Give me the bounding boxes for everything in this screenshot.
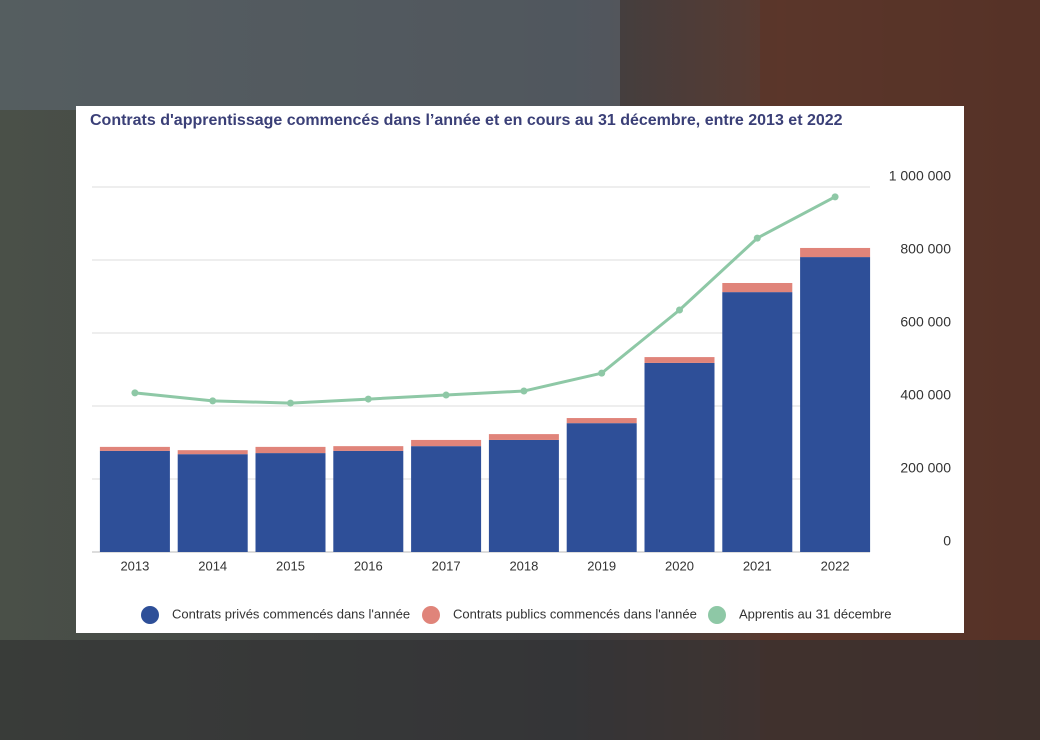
bar-segment — [722, 282, 793, 293]
bar-segment — [488, 439, 559, 552]
bar-segment — [333, 446, 404, 451]
x-tick-label: 2020 — [665, 558, 694, 573]
bar-segment — [644, 362, 715, 552]
y-tick-label: 400 000 — [900, 387, 951, 403]
x-tick-label: 2016 — [354, 558, 383, 573]
legend-swatch — [708, 606, 726, 624]
line-point — [364, 395, 372, 403]
bar-segment — [255, 446, 326, 454]
bar-segment — [800, 247, 871, 258]
line-point — [753, 234, 761, 242]
legend-swatch — [141, 606, 159, 624]
bar-segment — [411, 439, 482, 447]
x-tick-label: 2017 — [432, 558, 461, 573]
line-series — [134, 195, 836, 405]
bar-segment — [333, 450, 404, 552]
x-tick-label: 2013 — [120, 558, 149, 573]
y-tick-label: 0 — [943, 533, 951, 549]
bar-segment — [722, 292, 793, 552]
bar-segment — [99, 450, 170, 552]
y-tick-label: 800 000 — [900, 241, 951, 257]
chart-title: Contrats d'apprentissage commencés dans … — [90, 112, 843, 129]
y-tick-label: 600 000 — [900, 314, 951, 330]
background-sky — [0, 0, 620, 110]
bar-segment — [177, 450, 248, 455]
bar-segment — [566, 418, 637, 424]
legend-swatch — [422, 606, 440, 624]
y-tick-label: 200 000 — [900, 460, 951, 476]
bar-segment — [566, 423, 637, 552]
bar-segment — [488, 434, 559, 440]
x-tick-label: 2018 — [509, 558, 538, 573]
bar-segment — [644, 357, 715, 363]
line-point — [209, 397, 217, 405]
line-point — [598, 369, 606, 377]
legend-label: Contrats privés commencés dans l'année — [172, 606, 410, 621]
line-point — [442, 391, 450, 399]
line-point — [131, 389, 139, 397]
x-tick-label: 2019 — [587, 558, 616, 573]
x-tick-label: 2021 — [743, 558, 772, 573]
bar-segment — [255, 453, 326, 552]
x-tick-label: 2015 — [276, 558, 305, 573]
bar-segment — [800, 257, 871, 552]
legend-label: Contrats publics commencés dans l'année — [453, 606, 697, 621]
x-tick-label: 2014 — [198, 558, 227, 573]
line-point — [676, 306, 683, 314]
line-point — [287, 399, 294, 407]
bar-segment — [177, 454, 248, 552]
legend-label: Apprentis au 31 décembre — [739, 606, 891, 621]
bar-segment — [99, 446, 170, 451]
line-point — [520, 387, 528, 395]
background-ground — [0, 640, 1040, 740]
line-point — [831, 193, 839, 201]
plot-area: 0 200 000 400 000 600 000 800 000 1 000 000 20… — [92, 168, 951, 624]
y-tick-label: 1 000 000 — [889, 168, 951, 184]
x-tick-label: 2022 — [821, 558, 850, 573]
bar-segment — [411, 446, 482, 552]
